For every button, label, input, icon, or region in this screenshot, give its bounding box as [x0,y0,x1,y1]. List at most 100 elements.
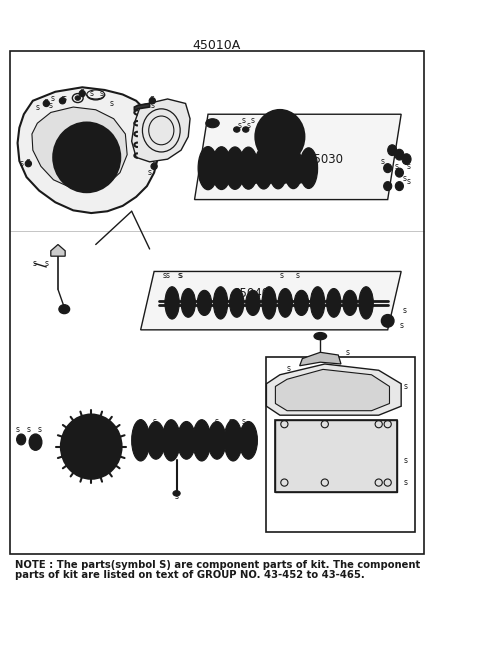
Ellipse shape [278,288,292,317]
Text: s: s [407,162,410,171]
Ellipse shape [234,127,240,132]
Polygon shape [141,271,401,330]
Ellipse shape [178,422,195,459]
Ellipse shape [206,119,219,127]
Circle shape [149,98,156,104]
Text: s: s [110,99,114,108]
Text: s: s [296,271,300,281]
Ellipse shape [173,491,180,496]
Text: S: S [60,97,65,105]
Text: s: s [242,116,246,125]
Text: 45040: 45040 [233,287,270,300]
Ellipse shape [271,127,289,147]
Ellipse shape [294,290,309,315]
Ellipse shape [395,149,404,160]
Ellipse shape [343,290,357,315]
Ellipse shape [193,420,211,461]
Ellipse shape [197,290,212,315]
Text: s: s [26,425,30,434]
Bar [266,357,415,532]
Text: S: S [26,159,31,168]
Text: s: s [287,364,291,373]
Text: s: s [246,122,251,131]
Ellipse shape [208,422,226,459]
Polygon shape [32,107,127,191]
Text: s: s [399,321,403,330]
Polygon shape [18,87,158,213]
Polygon shape [300,352,341,366]
Text: s: s [407,177,410,186]
Text: s: s [215,417,219,426]
Text: 45030: 45030 [306,152,343,166]
Circle shape [60,98,66,104]
Text: s: s [345,348,349,357]
Circle shape [43,101,49,106]
Text: s: s [148,168,152,177]
Polygon shape [194,114,401,200]
Ellipse shape [225,147,245,189]
Text: S: S [150,97,155,105]
Ellipse shape [29,434,42,450]
Polygon shape [134,103,150,110]
Text: s: s [166,271,169,281]
Text: s: s [89,89,93,98]
Text: s: s [242,417,246,426]
Text: s: s [395,162,399,171]
Text: s: s [49,101,53,110]
Bar [276,420,396,491]
Ellipse shape [224,420,242,461]
Polygon shape [276,420,396,491]
Ellipse shape [243,176,263,183]
Text: NOTE : The parts(symbol S) are component parts of kit. The component: NOTE : The parts(symbol S) are component… [15,560,420,570]
Ellipse shape [132,420,150,461]
Text: s: s [403,157,407,166]
Text: s: s [152,417,156,426]
Ellipse shape [214,176,234,183]
Ellipse shape [165,286,179,319]
Ellipse shape [326,288,341,317]
Ellipse shape [53,122,120,193]
Ellipse shape [286,176,306,183]
Ellipse shape [269,147,288,189]
Text: s: s [19,159,23,168]
Text: s: s [404,455,408,464]
Text: S: S [80,89,84,98]
Ellipse shape [214,286,228,319]
Circle shape [25,160,32,167]
Text: 45050: 45050 [297,373,335,386]
Text: parts of kit are listed on text of GROUP NO. 43-452 to 43-465.: parts of kit are listed on text of GROUP… [15,570,365,580]
Text: s: s [404,382,408,391]
Text: s: s [100,89,104,98]
Ellipse shape [262,286,276,319]
Text: s: s [228,417,232,426]
Ellipse shape [311,286,325,319]
Ellipse shape [60,415,122,479]
Text: S: S [44,99,48,108]
Ellipse shape [384,181,392,191]
Ellipse shape [284,148,302,189]
Ellipse shape [382,315,394,327]
Ellipse shape [359,286,373,319]
Ellipse shape [240,422,257,459]
Circle shape [79,91,85,97]
Ellipse shape [402,154,411,164]
Text: s: s [177,271,181,281]
Polygon shape [132,99,190,162]
Text: s: s [280,271,284,281]
Text: s: s [37,425,41,434]
Ellipse shape [198,147,218,190]
Text: s: s [175,491,179,501]
Ellipse shape [272,176,291,183]
Ellipse shape [255,110,305,164]
Text: 45010A: 45010A [193,39,241,53]
Text: s: s [403,306,407,315]
Ellipse shape [162,420,180,461]
Ellipse shape [396,181,403,191]
Text: s: s [403,174,407,183]
Ellipse shape [229,288,244,317]
Ellipse shape [17,434,25,445]
Text: s: s [50,95,55,103]
Ellipse shape [386,166,389,170]
Ellipse shape [397,170,401,175]
Ellipse shape [314,332,326,340]
